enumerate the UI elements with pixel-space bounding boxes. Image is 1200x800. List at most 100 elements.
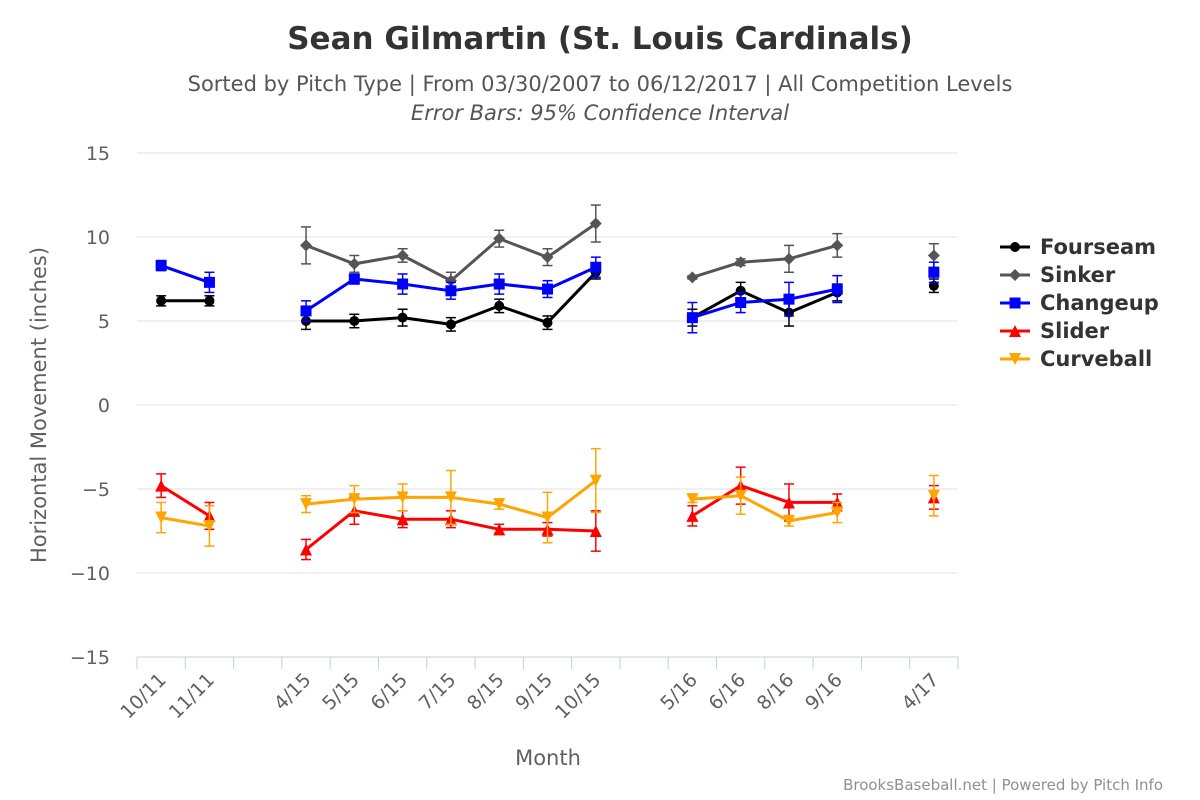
changeup-point <box>590 261 602 273</box>
changeup-point <box>203 276 215 288</box>
y-tick-label: −15 <box>70 647 110 669</box>
changeup-point <box>735 297 747 309</box>
legend-marker <box>1009 353 1021 365</box>
chart-subtitle: Sorted by Pitch Type | From 03/30/2007 t… <box>188 72 1013 97</box>
fourseam-point <box>928 280 939 291</box>
legend-item-slider: Slider <box>1000 319 1110 343</box>
x-tick-label: 9/16 <box>801 669 847 715</box>
chart-title: Sean Gilmartin (St. Louis Cardinals) <box>287 21 913 57</box>
legend-label: Fourseam <box>1040 235 1156 259</box>
x-tick-label: 8/15 <box>463 669 509 715</box>
series-curveball <box>155 447 940 547</box>
fourseam-point <box>542 317 553 328</box>
sinker-point <box>444 274 457 287</box>
fourseam-point <box>349 316 360 326</box>
sinker-point <box>782 252 795 265</box>
sinker-point <box>493 232 506 245</box>
curveball-point <box>782 514 795 527</box>
y-axis-title: Horizontal Movement (inches) <box>27 247 51 563</box>
slider-point <box>782 496 795 509</box>
legend-item-fourseam: Fourseam <box>1000 235 1156 259</box>
curveball-point <box>300 498 313 511</box>
curveball-point <box>396 491 409 504</box>
curveball-point <box>444 491 457 504</box>
legend-label: Slider <box>1040 319 1110 343</box>
legend-marker <box>1009 325 1021 337</box>
fourseam-point <box>397 312 408 323</box>
fourseam-point <box>156 295 167 306</box>
plot-area <box>155 204 940 561</box>
legend-item-curveball: Curveball <box>1000 347 1152 371</box>
sinker-point <box>300 239 313 252</box>
chart-subtitle-error-bars: Error Bars: 95% Confidence Interval <box>411 101 789 125</box>
sinker-point <box>348 257 361 270</box>
curveball-point <box>927 489 940 502</box>
sinker-point <box>927 249 940 262</box>
x-tick-label: 10/15 <box>551 669 605 723</box>
x-tick-label: 8/16 <box>753 669 799 715</box>
changeup-point <box>783 293 795 305</box>
legend-item-changeup: Changeup <box>1000 291 1159 315</box>
legend-marker <box>1009 269 1021 281</box>
curveball-point <box>203 519 216 532</box>
slider-point <box>493 523 506 536</box>
legend-item-sinker: Sinker <box>1000 263 1116 287</box>
series-sinker <box>300 204 940 290</box>
y-tick-label: −5 <box>82 479 110 501</box>
legend-label: Curveball <box>1040 347 1152 371</box>
x-tick-label: 11/11 <box>165 669 219 723</box>
changeup-point <box>397 278 409 290</box>
series-changeup <box>155 256 940 334</box>
curveball-point <box>155 511 168 524</box>
fourseam-point <box>445 319 456 330</box>
y-tick-label: 10 <box>86 227 110 249</box>
x-tick-label: 4/15 <box>270 669 316 715</box>
y-tick-label: −10 <box>70 563 110 585</box>
slider-point <box>589 525 602 537</box>
curveball-point <box>493 498 506 511</box>
changeup-point <box>155 260 167 272</box>
changeup-point <box>348 273 360 285</box>
changeup-point <box>686 312 698 324</box>
sinker-point <box>734 256 747 269</box>
changeup-point <box>300 305 312 317</box>
x-tick-label: 6/15 <box>366 669 412 715</box>
y-tick-label: 0 <box>98 395 110 417</box>
sinker-point <box>589 217 602 230</box>
curveball-point <box>348 493 361 506</box>
x-tick-label: 7/15 <box>415 669 461 715</box>
fourseam-point <box>494 300 505 311</box>
legend-label: Sinker <box>1040 263 1116 287</box>
sinker-point <box>831 239 844 252</box>
legend-marker <box>1009 297 1021 309</box>
x-tick-label: 5/15 <box>318 669 364 715</box>
x-axis-title: Month <box>515 746 581 770</box>
curveball-point <box>734 489 747 502</box>
fourseam-point <box>204 295 215 306</box>
y-tick-label: 15 <box>86 143 110 165</box>
changeup-point <box>493 278 505 290</box>
credits: BrooksBaseball.net | Powered by Pitch In… <box>843 776 1163 794</box>
changeup-point <box>542 283 553 295</box>
x-axis <box>136 656 959 669</box>
legend: Fourseam Sinker Changeup Slider Curveball <box>1000 235 1159 371</box>
x-tick-label: 10/11 <box>116 669 170 723</box>
curveball-point <box>541 511 554 524</box>
x-tick-label: 5/16 <box>656 669 702 715</box>
y-axis-tick-labels: 15 10 5 0 −5 −10 −15 <box>70 143 110 669</box>
changeup-point <box>831 283 843 295</box>
slider-point <box>155 479 168 492</box>
fourseam-point <box>735 285 746 296</box>
slider-point <box>300 543 313 556</box>
changeup-point <box>928 266 940 278</box>
curveball-point <box>831 506 844 519</box>
x-tick-label: 4/17 <box>898 669 944 715</box>
sinker-point <box>541 251 554 264</box>
curveball-point <box>686 493 699 506</box>
x-tick-label: 6/16 <box>704 669 750 715</box>
sinker-point <box>686 271 699 284</box>
legend-marker <box>1010 242 1020 252</box>
slider-point <box>686 509 699 522</box>
